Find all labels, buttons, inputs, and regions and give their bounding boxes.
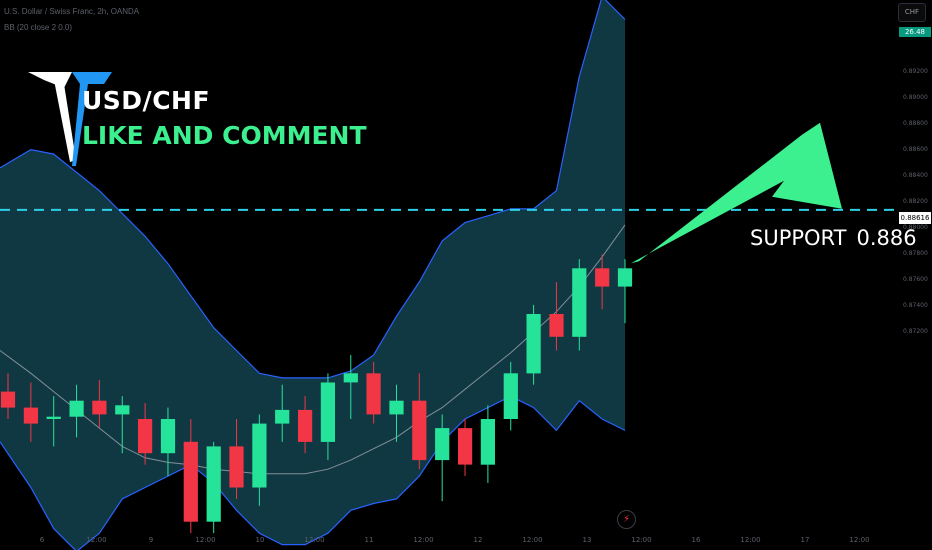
price-tick-label: 0.87600 bbox=[903, 276, 928, 283]
candle-body bbox=[572, 268, 587, 337]
candle-body bbox=[160, 419, 176, 454]
time-tick-label: 12:00 bbox=[631, 536, 652, 544]
overlay-title: USD/CHF bbox=[82, 86, 211, 115]
candle-body bbox=[458, 428, 473, 465]
price-tick-label: 0.87400 bbox=[903, 302, 928, 309]
support-annotation: SUPPORT 0.886 bbox=[750, 226, 917, 250]
time-tick-label: 10 bbox=[255, 536, 265, 544]
candle-body bbox=[183, 441, 198, 522]
candle-body bbox=[92, 400, 107, 415]
candle-body bbox=[480, 419, 495, 465]
time-tick-label: 12:00 bbox=[740, 536, 761, 544]
candle-body bbox=[549, 314, 564, 337]
candle-body bbox=[503, 373, 518, 419]
candle-body bbox=[275, 409, 290, 424]
time-tick-label: 16 bbox=[691, 536, 701, 544]
candle-body bbox=[0, 391, 16, 408]
lightning-icon[interactable]: ⚡ bbox=[617, 510, 636, 529]
support-label: SUPPORT bbox=[750, 226, 847, 250]
candle-body bbox=[366, 373, 381, 415]
support-level-badge: 0.88616 bbox=[899, 212, 931, 224]
candles-group bbox=[0, 254, 633, 534]
time-tick-label: 12:00 bbox=[304, 536, 325, 544]
time-tick-label: 9 bbox=[148, 536, 154, 544]
candle-body bbox=[412, 400, 427, 461]
time-tick-label: 17 bbox=[800, 536, 810, 544]
candle-body bbox=[69, 400, 84, 417]
candle-body bbox=[46, 416, 61, 419]
price-tick-label: 0.88000 bbox=[903, 224, 928, 231]
currency-button[interactable]: CHF bbox=[898, 3, 926, 22]
time-tick-label: 12:00 bbox=[195, 536, 216, 544]
candle-body bbox=[526, 314, 541, 374]
time-tick-label: 13 bbox=[582, 536, 592, 544]
candle-body bbox=[343, 373, 358, 383]
time-tick-label: 12 bbox=[473, 536, 483, 544]
current-price-badge: 26.48 bbox=[899, 27, 931, 37]
down-arrow-annotation bbox=[631, 122, 842, 264]
time-tick-label: 12:00 bbox=[413, 536, 434, 544]
bollinger-lower-line bbox=[0, 395, 626, 550]
candle-body bbox=[23, 407, 38, 424]
time-tick-label: 11 bbox=[364, 536, 374, 544]
candle-body bbox=[115, 405, 130, 415]
indicator-header: BB (20 close 2 0.0) bbox=[4, 23, 73, 32]
candle-body bbox=[595, 268, 610, 287]
price-tick-label: 0.88800 bbox=[903, 120, 928, 127]
candle-body bbox=[617, 268, 633, 287]
candle-body bbox=[252, 423, 267, 488]
price-tick-label: 0.89200 bbox=[903, 68, 928, 75]
price-tick-label: 0.88600 bbox=[903, 146, 928, 153]
time-tick-label: 12:00 bbox=[86, 536, 107, 544]
candle-body bbox=[229, 446, 244, 488]
price-tick-label: 0.88200 bbox=[903, 198, 928, 205]
overlay-subtitle: LIKE AND COMMENT bbox=[82, 121, 367, 150]
price-tick-label: 0.87200 bbox=[903, 328, 928, 335]
time-tick-label: 12:00 bbox=[849, 536, 870, 544]
candle-body bbox=[298, 409, 313, 442]
candle-body bbox=[206, 446, 221, 522]
candle-body bbox=[435, 428, 450, 461]
bollinger-upper-line bbox=[0, 0, 626, 379]
time-tick-label: 12:00 bbox=[522, 536, 543, 544]
symbol-header: U.S. Dollar / Swiss Franc, 2h, OANDA bbox=[4, 7, 140, 16]
candle-body bbox=[389, 400, 404, 415]
support-value: 0.886 bbox=[856, 226, 917, 250]
time-tick-label: 6 bbox=[39, 536, 45, 544]
bollinger-band-fill bbox=[0, 0, 625, 550]
candle-body bbox=[320, 382, 335, 442]
candle-body bbox=[138, 419, 153, 454]
tt-logo-icon bbox=[28, 72, 112, 166]
price-tick-label: 0.87800 bbox=[903, 250, 928, 257]
price-tick-label: 0.88400 bbox=[903, 172, 928, 179]
price-tick-label: 0.89000 bbox=[903, 94, 928, 101]
bollinger-basis-line bbox=[0, 224, 626, 475]
